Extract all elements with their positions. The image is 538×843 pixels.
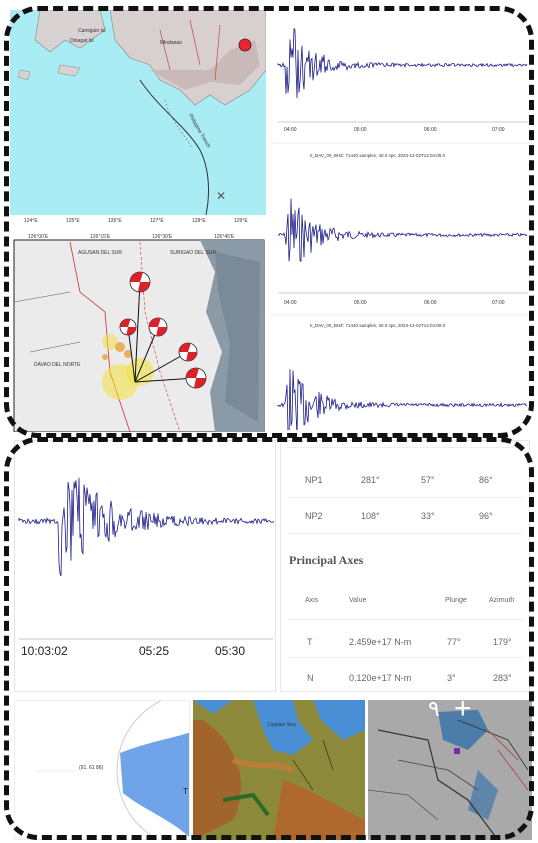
pa-header-value: Value [349, 597, 367, 604]
mech-coord-1: 126°00'E [28, 234, 49, 240]
pa-row1-axis: T [307, 637, 313, 647]
waveform-stack: II_DAV_00_BHZ: 71440 samples, 40.0 sps, … [270, 10, 532, 430]
np1-rake: 86° [479, 475, 493, 485]
tick-5: 128°E [192, 218, 206, 224]
np2-dip: 33° [421, 511, 435, 521]
waveform-trace [277, 369, 528, 430]
north-arrow-icon: ✕ [216, 189, 226, 203]
pa-row1-azimuth: 179° [493, 637, 512, 647]
waveform-header-3: II_DAV_00_BHZ: 71440 samples, 40.0 sps, … [310, 323, 446, 328]
np2-rake: 96° [479, 511, 493, 521]
zoom-tick-2: 05:25 [139, 644, 170, 658]
beachball-compression [186, 368, 206, 389]
pa-row1-plunge: 77° [447, 637, 461, 647]
principal-axes-title: Principal Axes [289, 553, 364, 567]
tick-1: 124°E [24, 218, 38, 224]
beachball-compression [130, 272, 150, 293]
wf1-tick-4: 07:00 [492, 127, 505, 133]
caspian-label: Caspian Sea [267, 722, 296, 728]
mech-coord-3: 126°30'E [152, 234, 173, 240]
moment-tensor-table: NP1 281° 57° 86° NP2 108° 33° 96° Princi… [280, 440, 530, 692]
np2-name: NP2 [305, 511, 323, 521]
map-label-1: Camiguin Isl [78, 28, 106, 34]
pa-row1-value: 2.459e+17 N-m [349, 637, 412, 647]
region-agusan: AGUSAN DEL SUR [78, 250, 122, 256]
np1-dip: 57° [421, 475, 435, 485]
mech-coord-2: 126°15'E [90, 234, 111, 240]
pa-header-plunge: Plunge [445, 597, 467, 604]
wf2-tick-1: 04:00 [284, 300, 297, 306]
tension-label: T [183, 787, 188, 796]
tectonic-map: ٩ + [368, 700, 532, 840]
pa-header-axis: Axis [305, 597, 319, 604]
topographic-map-svg [193, 700, 365, 840]
mindanao-map: ✕ Camiguin Isl Dinagat Isl Mindanao Phil… [10, 10, 266, 215]
wf2-tick-2: 05:00 [354, 300, 367, 306]
tick-6: 129°E [234, 218, 248, 224]
pa-header-azimuth: Azimuth [489, 597, 515, 604]
beachball-compression [120, 319, 136, 336]
zoom-tick-1: 10:03:02 [21, 644, 68, 658]
pa-row2-axis: N [307, 673, 314, 683]
wf2-tick-3: 06:00 [424, 300, 437, 306]
beachball-compression [149, 318, 167, 337]
waveform-stack-svg [270, 28, 532, 430]
beachball-label: (91, 61 86) [79, 765, 104, 771]
pa-row2-azimuth: 283° [493, 673, 512, 683]
wf1-tick-1: 04:00 [284, 127, 297, 133]
focal-mechanism-map: AGUSAN DEL SUR SURIGAO DEL SUR DAVAO DEL… [10, 232, 266, 432]
overlay-glyph: ٩ [428, 700, 440, 721]
mindanao-map-axis: 124°E 125°E 126°E 127°E 128°E 129°E [10, 215, 266, 231]
mindanao-map-svg: ✕ [10, 10, 266, 215]
beachball-panel: (91, 61 86) T [14, 700, 190, 840]
waveform-trace [277, 198, 528, 262]
plus-icon[interactable]: + [454, 700, 472, 725]
zoomed-waveform-svg [18, 477, 275, 640]
wf1-tick-2: 05:00 [354, 127, 367, 133]
np1-name: NP1 [305, 475, 323, 485]
waveform-header-2: II_DAV_00_BHZ: 71440 samples, 40.0 sps, … [310, 153, 446, 158]
pa-row2-plunge: 3° [447, 673, 456, 683]
tick-3: 126°E [108, 218, 122, 224]
beachball-svg [35, 701, 189, 839]
tick-2: 125°E [66, 218, 80, 224]
map-label-2: Dinagat Isl [70, 38, 94, 44]
mech-coord-4: 126°45'E [214, 234, 235, 240]
wf1-tick-3: 06:00 [424, 127, 437, 133]
waveform-trace [18, 477, 275, 577]
map-label-3: Mindanao [160, 40, 182, 46]
waveform-trace [277, 28, 528, 99]
zoomed-waveform: 10:03:02 05:25 05:30 [14, 440, 276, 692]
region-surigao: SURIGAO DEL SUR [170, 250, 216, 256]
wf2-tick-4: 07:00 [492, 300, 505, 306]
pa-row2-value: 0.120e+17 N-m [349, 673, 412, 683]
region-davao: DAVAO DEL NORTE [34, 362, 81, 368]
beachball-compression [179, 343, 197, 362]
np1-strike: 281° [361, 475, 380, 485]
topographic-map: Caspian Sea [193, 700, 365, 840]
tick-4: 127°E [150, 218, 164, 224]
focal-mechanism-map-svg [10, 232, 266, 432]
zoom-tick-3: 05:30 [215, 644, 246, 658]
tectonic-map-svg [368, 700, 532, 840]
np2-strike: 108° [361, 511, 380, 521]
